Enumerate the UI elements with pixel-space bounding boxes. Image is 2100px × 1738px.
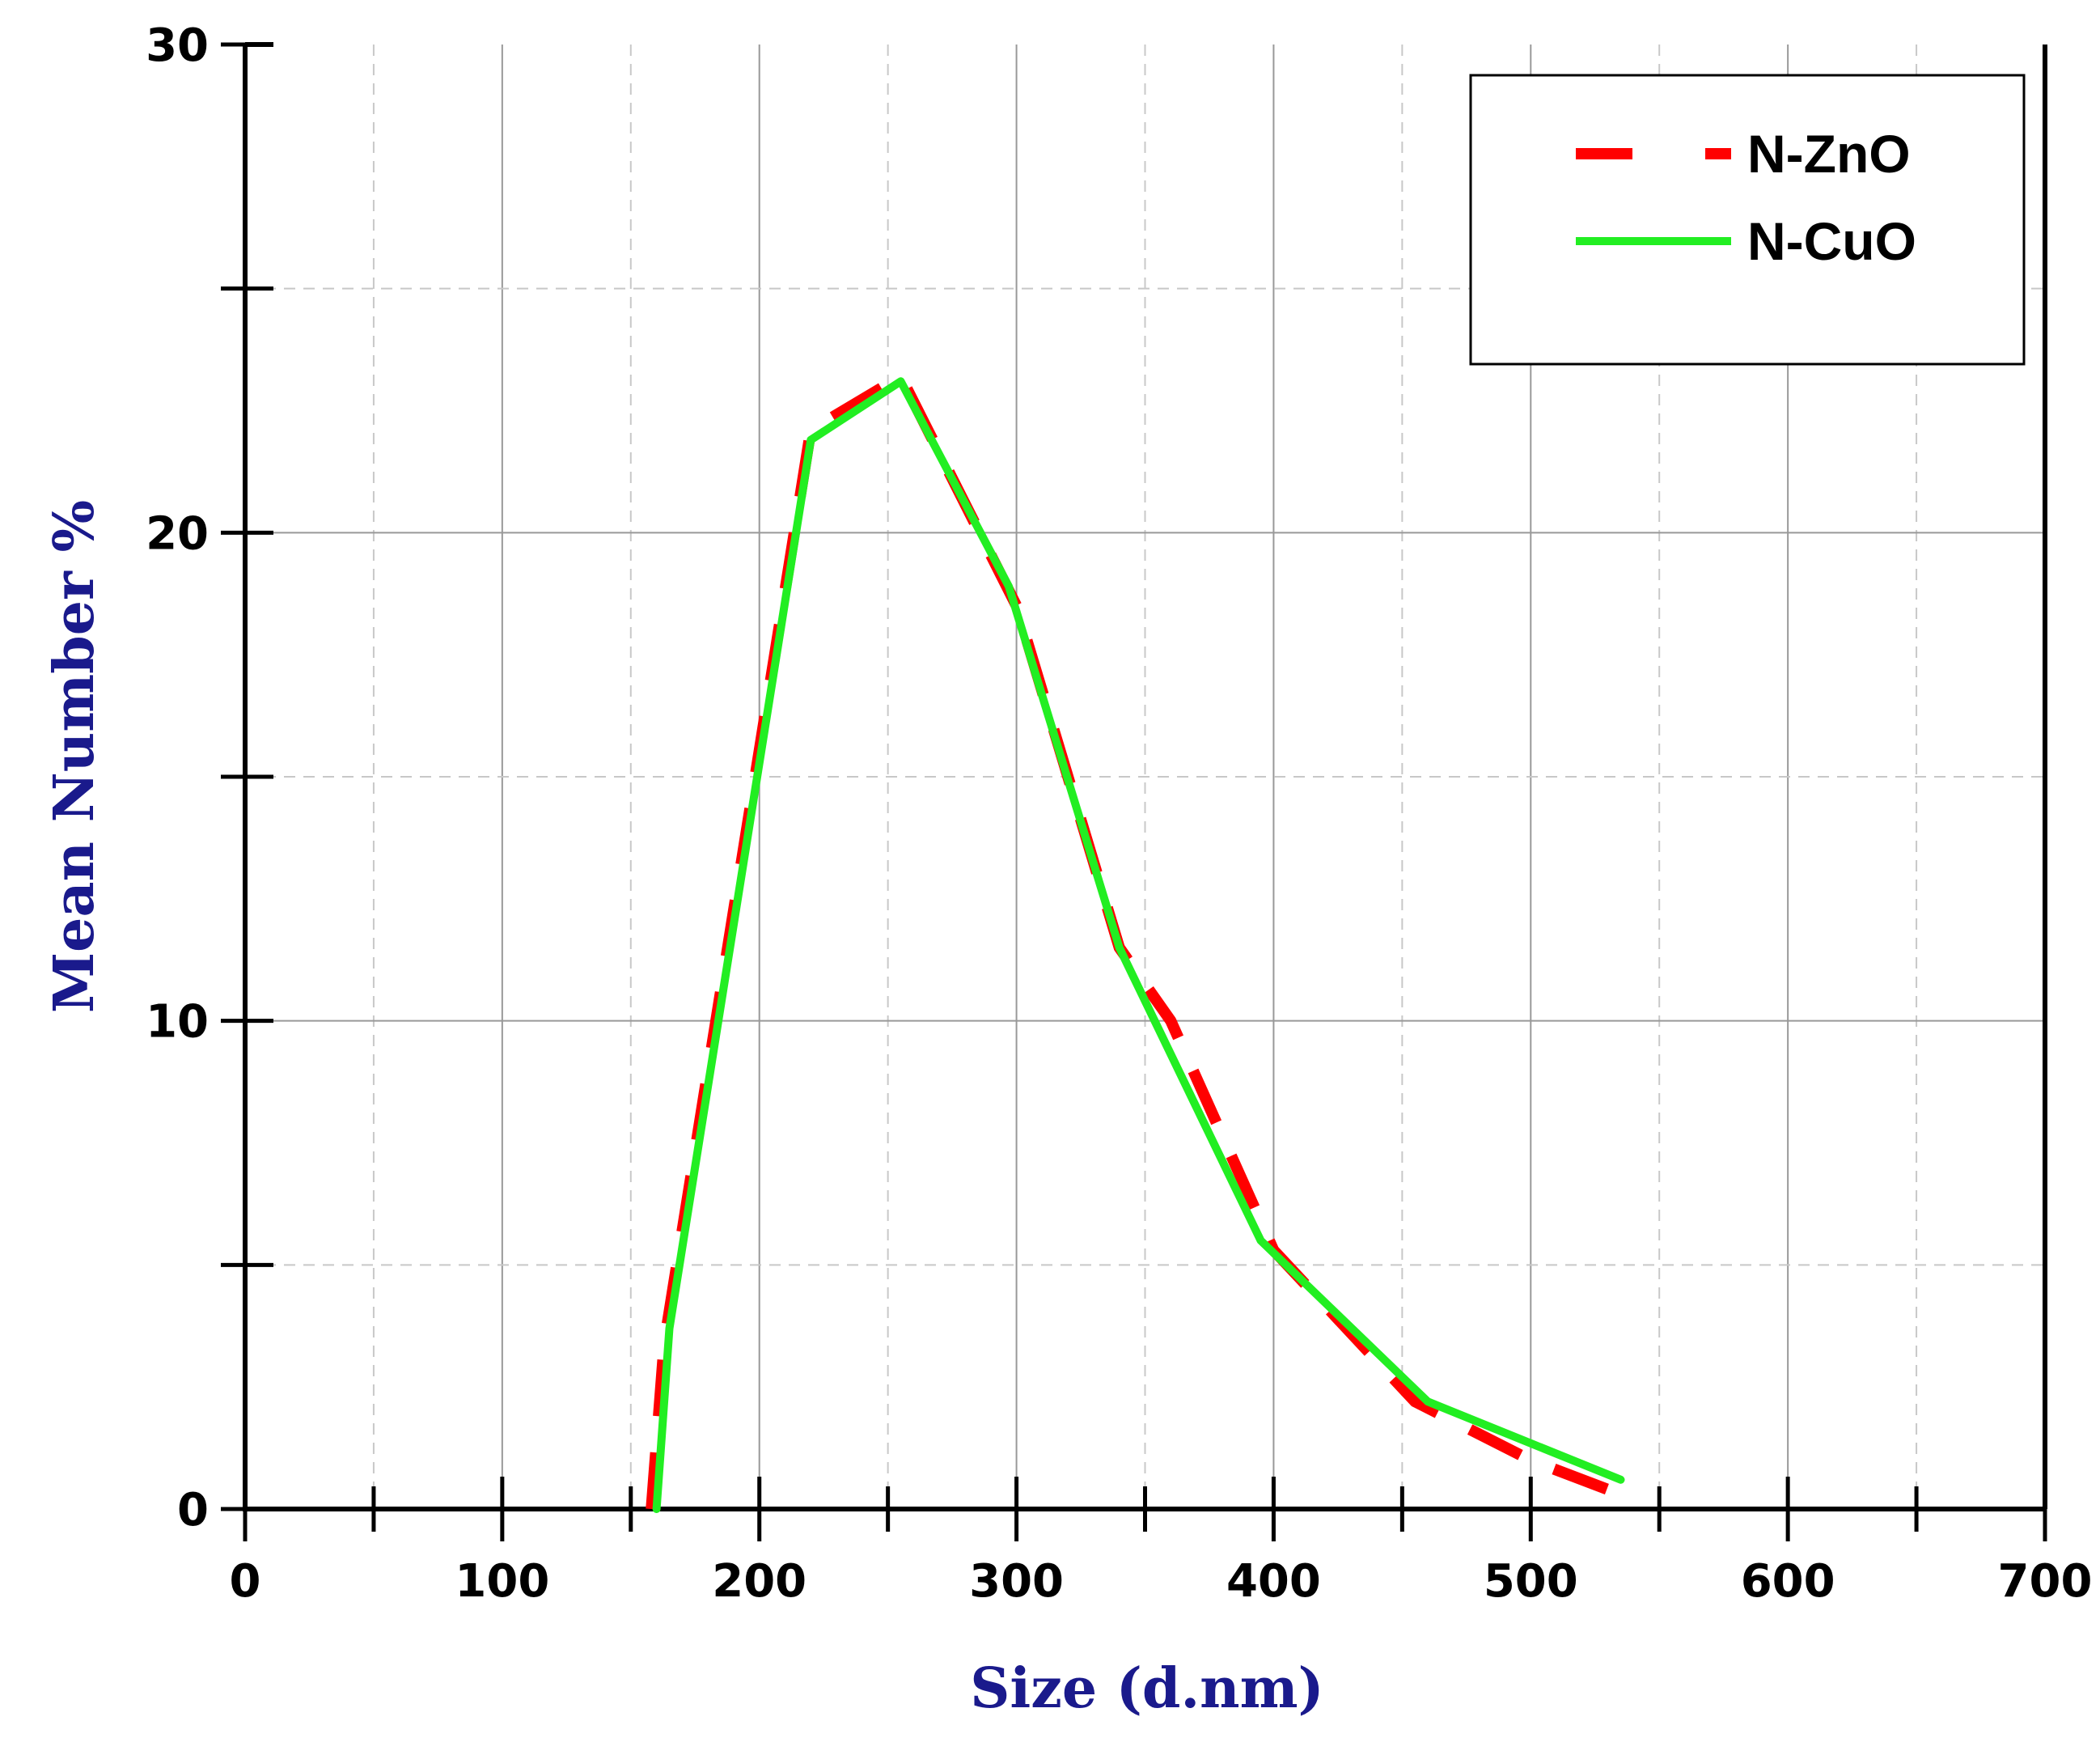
y-tick-label: 20 — [146, 507, 209, 560]
y-axis-title: Mean Number % — [42, 500, 107, 1013]
x-tick-label: 200 — [712, 1555, 807, 1608]
legend-label-n-zno: N-ZnO — [1747, 124, 1911, 184]
x-tick-label: 500 — [1484, 1555, 1578, 1608]
x-tick-label: 300 — [969, 1555, 1064, 1608]
ticks: 0 100 200 300 400 500 600 700 0 10 20 30 — [146, 19, 2092, 1608]
series-line-n-cuo — [652, 377, 1625, 1513]
legend-label-n-cuo: N-CuO — [1747, 211, 1916, 271]
y-tick-label: 0 — [177, 1484, 209, 1537]
y-tick-label: 10 — [146, 996, 209, 1049]
grid — [245, 45, 2045, 1509]
x-tick-label: 0 — [230, 1555, 261, 1608]
x-tick-label: 700 — [1998, 1555, 2093, 1608]
legend: N-ZnO N-CuO — [1469, 74, 2026, 366]
legend-box — [1469, 74, 2026, 366]
x-tick-label: 400 — [1226, 1555, 1321, 1608]
x-tick-label: 100 — [455, 1555, 549, 1608]
y-tick-label: 30 — [146, 19, 209, 72]
x-tick-label: 600 — [1741, 1555, 1835, 1608]
x-axis-title: Size (d.nm) — [970, 1656, 1323, 1721]
series-layer — [646, 371, 1625, 1513]
